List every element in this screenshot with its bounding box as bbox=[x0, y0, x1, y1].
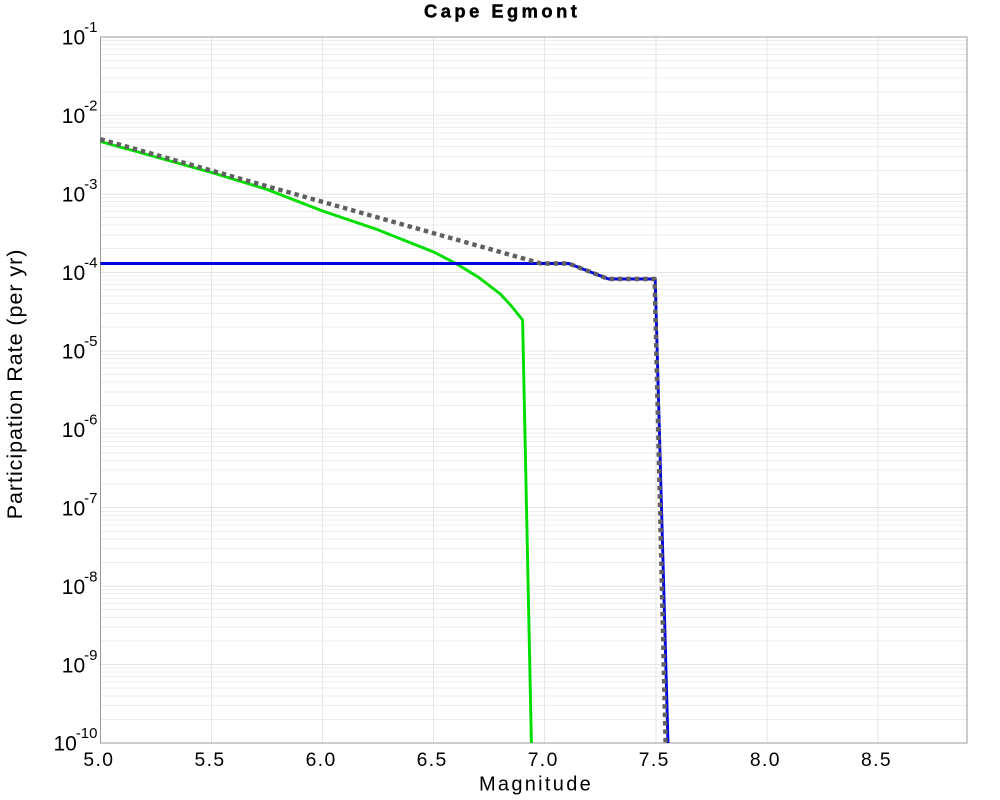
svg-text:5.5: 5.5 bbox=[194, 750, 225, 771]
svg-text:10-8: 10-8 bbox=[62, 568, 98, 599]
svg-text:10-7: 10-7 bbox=[62, 490, 98, 521]
svg-text:6.5: 6.5 bbox=[417, 750, 448, 771]
svg-text:Magnitude: Magnitude bbox=[479, 774, 593, 796]
svg-text:10-4: 10-4 bbox=[62, 255, 98, 286]
svg-text:5.0: 5.0 bbox=[83, 750, 114, 771]
svg-text:Cape Egmont: Cape Egmont bbox=[424, 0, 580, 21]
svg-text:Participation Rate (per yr): Participation Rate (per yr) bbox=[3, 249, 27, 520]
svg-text:7.0: 7.0 bbox=[528, 750, 559, 771]
svg-text:8.5: 8.5 bbox=[861, 750, 892, 771]
svg-text:10-10: 10-10 bbox=[53, 725, 97, 756]
svg-text:6.0: 6.0 bbox=[306, 750, 337, 771]
svg-text:10-2: 10-2 bbox=[62, 98, 98, 129]
svg-text:10-5: 10-5 bbox=[62, 333, 98, 364]
svg-text:10-9: 10-9 bbox=[62, 647, 98, 678]
svg-text:8.0: 8.0 bbox=[750, 750, 781, 771]
svg-text:10-1: 10-1 bbox=[62, 19, 98, 50]
svg-text:7.5: 7.5 bbox=[639, 750, 670, 771]
svg-text:10-3: 10-3 bbox=[62, 176, 98, 207]
svg-text:10-6: 10-6 bbox=[62, 411, 98, 442]
